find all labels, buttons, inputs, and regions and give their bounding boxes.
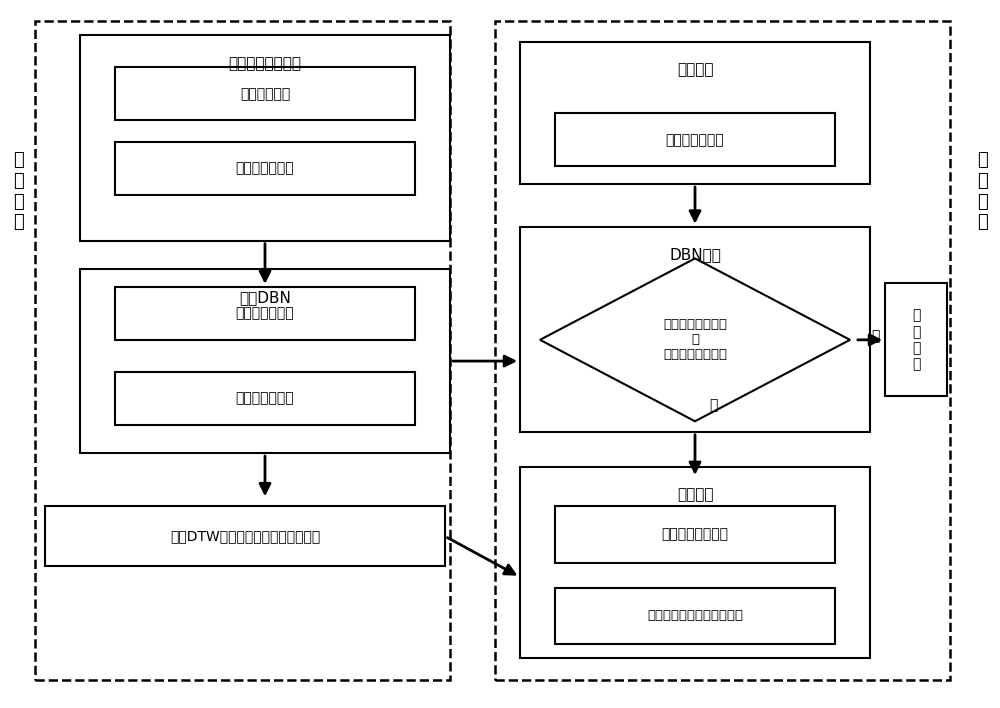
FancyBboxPatch shape [80,35,450,241]
FancyBboxPatch shape [520,467,870,658]
Text: 训练DBN: 训练DBN [239,290,291,305]
FancyBboxPatch shape [520,227,870,432]
Text: 是: 是 [709,398,717,412]
Text: 训练数据标准化: 训练数据标准化 [666,133,724,147]
Text: 正常状态数据: 正常状态数据 [240,87,290,101]
FancyBboxPatch shape [115,142,415,195]
Text: 正
常
状
态: 正 常 状 态 [912,309,920,371]
FancyBboxPatch shape [555,588,835,644]
FancyBboxPatch shape [115,67,415,120]
Text: 标记判据: 标记判据 [677,486,713,502]
Text: 否: 否 [871,329,879,343]
FancyBboxPatch shape [115,372,415,425]
FancyBboxPatch shape [555,113,835,166]
FancyBboxPatch shape [45,506,445,566]
Text: 特征空间是否超限
或
残差空间是否超限: 特征空间是否超限 或 残差空间是否超限 [663,319,727,361]
Text: DBN判异: DBN判异 [669,247,721,263]
Text: 改进DTW建立各变量贡献度阈值模型: 改进DTW建立各变量贡献度阈值模型 [170,530,320,543]
Text: 离
线
建
模: 离 线 建 模 [13,151,23,232]
Text: 依据超限变量标记当前数据: 依据超限变量标记当前数据 [647,610,743,622]
Text: 在
线
标
记: 在 线 标 记 [977,151,987,232]
FancyBboxPatch shape [555,506,835,563]
Text: 在线数据: 在线数据 [677,62,713,77]
FancyBboxPatch shape [115,287,415,340]
FancyBboxPatch shape [520,42,870,184]
Text: 训练数据标准化: 训练数据标准化 [236,161,294,175]
Text: 残差空间监控限: 残差空间监控限 [236,392,294,405]
Polygon shape [540,258,850,421]
Text: 特征空间监控限: 特征空间监控限 [236,307,294,320]
Text: 超限阈值变量记录: 超限阈值变量记录 [662,527,729,542]
Text: 原始训练数据收集: 原始训练数据收集 [228,56,302,72]
FancyBboxPatch shape [80,269,450,453]
FancyBboxPatch shape [885,283,947,396]
